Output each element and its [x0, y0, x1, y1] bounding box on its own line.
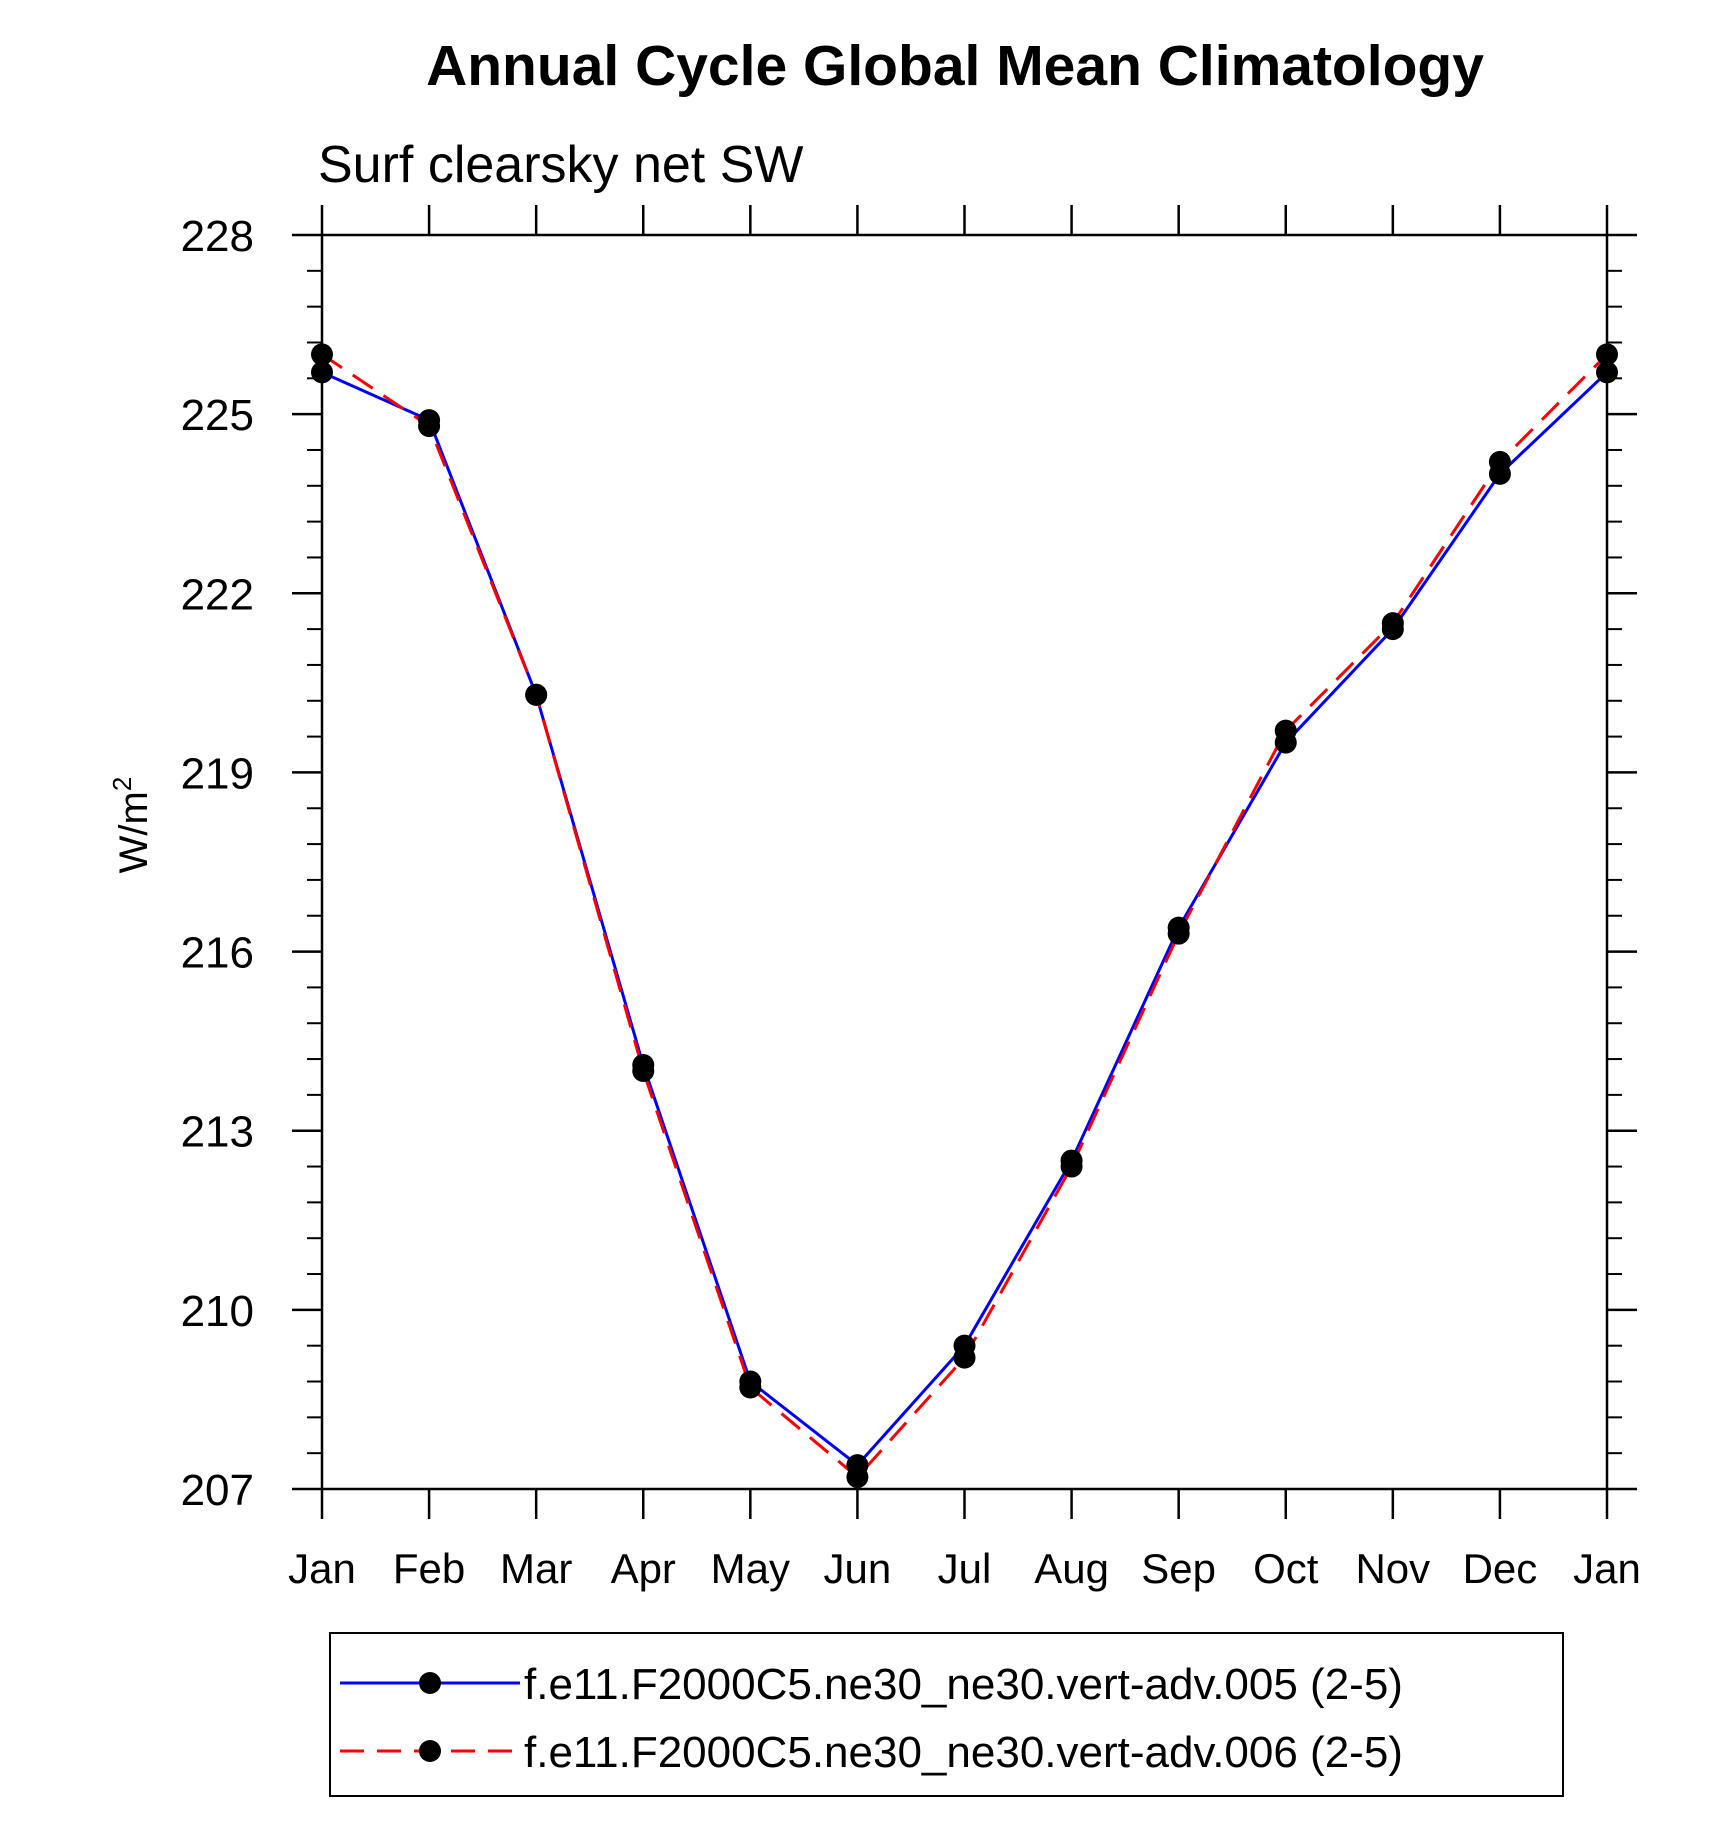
series-2-point	[1167, 922, 1190, 945]
series-2-point	[953, 1346, 976, 1369]
legend-marker-2	[419, 1740, 441, 1762]
series-2-point	[1488, 450, 1511, 473]
y-axis-label-text: W/m	[112, 791, 156, 873]
series-line-1	[321, 370, 1609, 1468]
y-tick-label: 222	[181, 570, 254, 619]
y-tick-label: 225	[181, 391, 254, 440]
y-tick-label: 219	[181, 749, 254, 798]
y-tick-label: 210	[181, 1287, 254, 1336]
series-2-point	[1060, 1155, 1083, 1178]
legend: f.e11.F2000C5.ne30_ne30.vert-adv.005 (2-…	[329, 1632, 1564, 1797]
series-2-point	[525, 683, 548, 706]
x-tick-label: Apr	[611, 1545, 676, 1592]
chart-subtitle: Surf clearsky net SW	[318, 136, 803, 194]
y-axis-label-superscript: 2	[107, 777, 137, 791]
x-tick-label: Jun	[824, 1545, 892, 1592]
x-tick-label: Feb	[393, 1545, 465, 1592]
x-tick-label: Mar	[500, 1545, 572, 1592]
y-tick-label: 228	[181, 212, 254, 261]
y-tick-label: 216	[181, 929, 254, 978]
plot-border	[320, 233, 1609, 1491]
axis-ticks: 207 210 213 216 219 222 225 228 Jan Feb Mar Apr May J…	[181, 205, 1641, 1592]
series-2-point	[1274, 719, 1297, 742]
legend-label-1: f.e11.F2000C5.ne30_ne30.vert-adv.005 (2-…	[524, 1660, 1403, 1709]
x-tick-label: Jul	[938, 1545, 992, 1592]
series-2-point	[1381, 612, 1404, 635]
series-layer	[311, 343, 1618, 1489]
legend-marker-1	[419, 1672, 441, 1694]
y-tick-label: 213	[181, 1108, 254, 1157]
legend-label-2: f.e11.F2000C5.ne30_ne30.vert-adv.006 (2-…	[524, 1728, 1403, 1777]
x-tick-label: Jan	[1573, 1545, 1641, 1592]
x-tick-label: May	[711, 1545, 790, 1592]
x-tick-label: Dec	[1463, 1545, 1538, 1592]
series-2-point	[739, 1376, 762, 1399]
y-axis-label: W/m2	[107, 777, 156, 874]
x-tick-label: Aug	[1034, 1545, 1109, 1592]
series-2-point	[418, 415, 441, 438]
x-tick-label: Jan	[288, 1545, 356, 1592]
series-2-point	[846, 1466, 869, 1489]
axes-frame	[320, 233, 1609, 1491]
y-axis-label-group: W/m2	[107, 777, 156, 874]
series-1-point	[1596, 361, 1618, 384]
series-1-point	[311, 361, 333, 384]
series-2-point	[1596, 343, 1618, 366]
series-line-2	[321, 353, 1609, 1480]
x-tick-label: Oct	[1253, 1545, 1319, 1592]
legend-box	[329, 1632, 1564, 1797]
series-2-point	[632, 1060, 655, 1082]
y-tick-label: 207	[181, 1466, 254, 1515]
series-2-point	[311, 343, 333, 366]
x-tick-label: Nov	[1355, 1545, 1430, 1592]
chart-title: Annual Cycle Global Mean Climatology	[426, 34, 1484, 98]
x-tick-label: Sep	[1141, 1545, 1216, 1592]
